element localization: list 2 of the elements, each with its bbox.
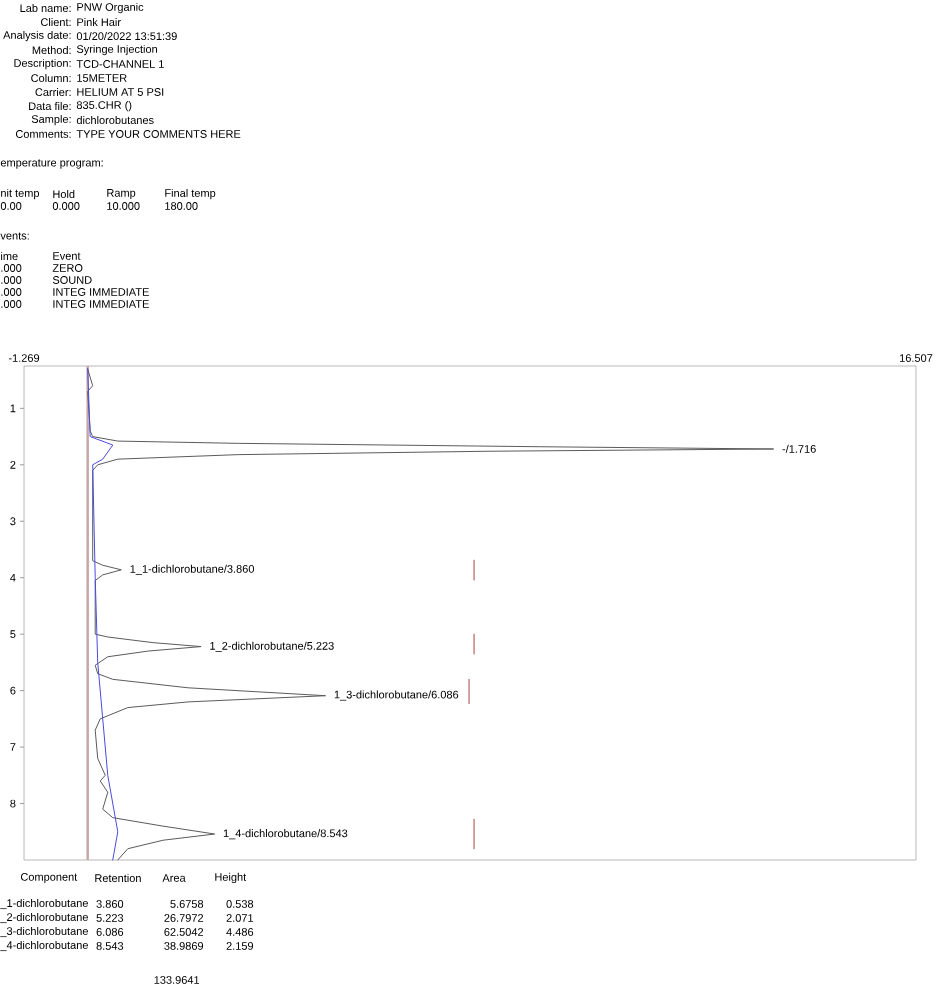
line-series	[87, 368, 775, 861]
line-series	[87, 368, 119, 861]
